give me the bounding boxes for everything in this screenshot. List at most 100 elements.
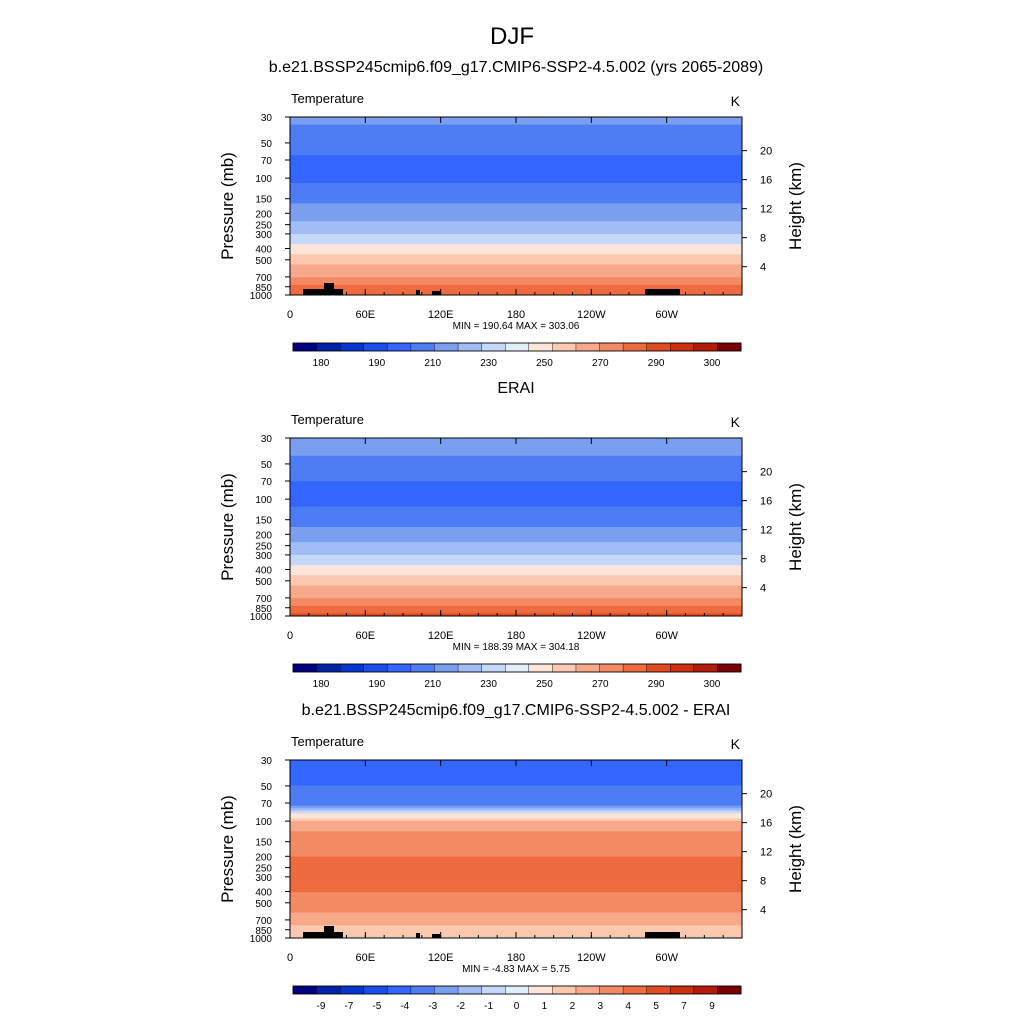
contour-band <box>290 506 742 510</box>
colorbar-box <box>670 663 695 673</box>
colorbar-frame <box>292 985 742 995</box>
contour-band <box>290 504 742 508</box>
contour-band <box>290 542 742 546</box>
colorbar-box <box>646 985 671 995</box>
contour-band <box>290 514 742 518</box>
contour-band <box>290 157 742 161</box>
contour-band <box>290 560 742 563</box>
colorbar-box <box>457 663 483 673</box>
y-axis-title: Pressure (mb) <box>218 152 237 260</box>
contour-band <box>290 134 742 138</box>
y-axis-title: Pressure (mb) <box>218 795 237 903</box>
contour-band <box>290 803 742 807</box>
topography-block <box>416 933 420 938</box>
contour-band <box>290 501 742 505</box>
y-tick-label: 500 <box>255 256 272 267</box>
contour-band <box>290 823 742 827</box>
colorbar-box <box>528 342 553 352</box>
y-tick-label: 50 <box>261 460 273 471</box>
y-axis-title: Pressure (mb) <box>218 473 237 581</box>
contour-band <box>290 808 742 812</box>
contour-band <box>290 200 742 204</box>
contour-band <box>290 269 742 273</box>
colorbar-label: -1 <box>484 1001 493 1012</box>
colorbar-label: 270 <box>592 679 609 690</box>
y-tick-label: 200 <box>255 530 272 541</box>
contour-band <box>290 509 742 513</box>
contour-band <box>290 603 742 607</box>
x-tick-label: 120E <box>428 630 454 642</box>
y-tick-label: 70 <box>261 156 273 167</box>
contour-band <box>290 249 742 253</box>
contour-band <box>290 496 742 500</box>
x-tick-label: 180 <box>507 630 525 642</box>
colorbar-box <box>457 342 483 352</box>
contour-band <box>290 233 742 237</box>
colorbar-label: 180 <box>313 679 330 690</box>
colorbar-label: 250 <box>536 358 553 369</box>
colorbar-box <box>292 342 318 352</box>
contour-band <box>290 582 742 586</box>
contour-band <box>290 211 742 215</box>
contour-band <box>290 195 742 199</box>
contour-band <box>290 282 742 286</box>
contour-band <box>290 925 742 929</box>
colorbar-box <box>292 985 318 995</box>
colorbar-box <box>599 985 624 995</box>
colorbar-box <box>434 985 459 995</box>
colorbar-label: 1 <box>542 1001 548 1012</box>
contour-band <box>290 529 742 533</box>
contour-band <box>290 218 742 222</box>
figure-title: DJF <box>490 23 534 50</box>
contour-band <box>290 443 742 447</box>
colorbar-label: 290 <box>648 679 665 690</box>
y-tick-label: 1000 <box>250 612 273 623</box>
contour-band <box>290 155 742 159</box>
contour-band <box>290 800 742 804</box>
contour-band <box>290 882 742 885</box>
contour-band <box>290 577 742 581</box>
y-tick-label: 30 <box>261 113 273 124</box>
min-max-stats: MIN = -4.83 MAX = 5.75 <box>462 964 570 975</box>
topography-block <box>432 934 440 938</box>
contour-band <box>290 122 742 126</box>
left-label: Temperature <box>291 91 364 106</box>
colorbar-box <box>622 342 648 352</box>
contour-band <box>290 264 742 268</box>
contour-band <box>290 208 742 212</box>
colorbar-box <box>457 985 483 995</box>
colorbar-box <box>575 342 601 352</box>
contour-band <box>290 465 742 469</box>
contour-band <box>290 902 742 906</box>
contour-band <box>290 221 742 225</box>
contour-band <box>290 859 742 863</box>
contour-band <box>290 549 742 553</box>
contour-band <box>290 198 742 202</box>
colorbar-box <box>316 663 341 673</box>
contour-band <box>290 511 742 515</box>
colorbar-box <box>339 663 365 673</box>
x-tick-label: 0 <box>287 952 293 964</box>
right-label: K <box>731 93 741 109</box>
colorbar-label: 190 <box>369 679 386 690</box>
colorbar-box <box>528 663 553 673</box>
contour-band <box>290 251 742 255</box>
colorbar-box <box>292 663 318 673</box>
contour-band <box>290 170 742 174</box>
x-tick-label: 120E <box>428 952 454 964</box>
colorbar-box <box>481 663 506 673</box>
colorbar-box <box>481 342 506 352</box>
y-tick-label: 500 <box>255 577 272 588</box>
contour-band <box>290 521 742 525</box>
colorbar-label: 9 <box>709 1001 715 1012</box>
y-tick-label: 200 <box>255 209 272 220</box>
topography-block <box>324 926 334 938</box>
contour-band <box>290 795 742 799</box>
contour-band <box>290 127 742 131</box>
y2-tick-label: 16 <box>760 496 772 508</box>
contour-band <box>290 572 742 576</box>
contour-band <box>290 775 742 779</box>
colorbar-label: 4 <box>625 1001 631 1012</box>
contour-band <box>290 767 742 771</box>
